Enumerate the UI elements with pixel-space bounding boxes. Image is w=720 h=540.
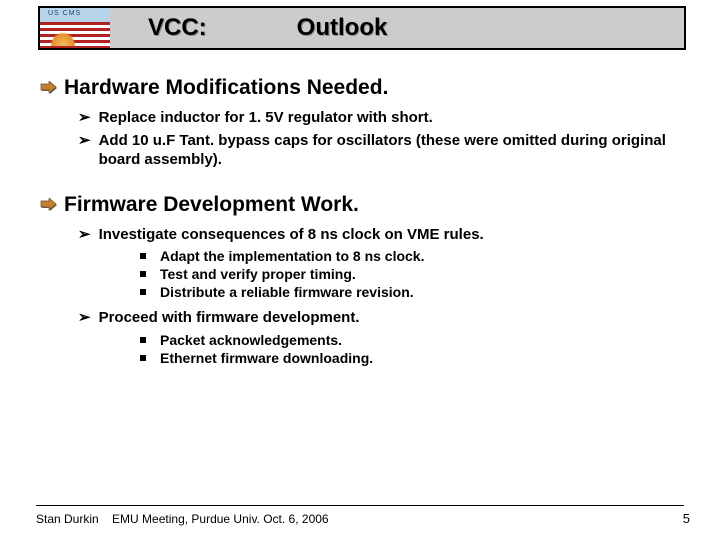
bullet-text: Replace inductor for 1. 5V regulator wit…: [99, 108, 433, 128]
page-number: 5: [683, 511, 690, 526]
sub-bullet-list: Packet acknowledgements. Ethernet firmwa…: [140, 332, 690, 366]
sub-bullet-item: Test and verify proper timing.: [140, 266, 690, 282]
bullet-item: ➢ Proceed with firmware development.: [78, 308, 690, 328]
bullet-text: Add 10 u.F Tant. bypass caps for oscilla…: [99, 131, 690, 170]
sub-bullet-list: Adapt the implementation to 8 ns clock. …: [140, 248, 690, 300]
arrow-bullet-icon: [40, 81, 58, 95]
chevron-icon: ➢: [78, 225, 91, 245]
sub-bullet-text: Test and verify proper timing.: [160, 266, 356, 282]
square-icon: [140, 271, 146, 277]
title-bar: VCC: Outlook: [38, 6, 686, 50]
bullet-item: ➢ Replace inductor for 1. 5V regulator w…: [78, 108, 690, 128]
sub-bullet-item: Ethernet firmware downloading.: [140, 350, 690, 366]
title-left: VCC:: [148, 14, 207, 42]
footer-meeting: EMU Meeting, Purdue Univ. Oct. 6, 2006: [112, 512, 329, 526]
bullet-item: ➢ Investigate consequences of 8 ns clock…: [78, 225, 690, 245]
slide-content: Hardware Modifications Needed. ➢ Replace…: [40, 70, 690, 374]
section-heading: Firmware Development Work.: [40, 193, 690, 217]
footer-divider: [36, 505, 684, 506]
square-icon: [140, 337, 146, 343]
title-right: Outlook: [297, 14, 388, 42]
sub-bullet-text: Ethernet firmware downloading.: [160, 350, 373, 366]
sub-bullet-item: Adapt the implementation to 8 ns clock.: [140, 248, 690, 264]
footer-text: Stan Durkin EMU Meeting, Purdue Univ. Oc…: [36, 512, 329, 526]
bullet-list: ➢ Investigate consequences of 8 ns clock…: [78, 225, 690, 366]
bullet-text: Investigate consequences of 8 ns clock o…: [99, 225, 484, 245]
sub-bullet-text: Packet acknowledgements.: [160, 332, 342, 348]
square-icon: [140, 289, 146, 295]
chevron-icon: ➢: [78, 308, 91, 328]
sub-bullet-item: Distribute a reliable firmware revision.: [140, 284, 690, 300]
sub-bullet-text: Adapt the implementation to 8 ns clock.: [160, 248, 424, 264]
section-heading-text: Hardware Modifications Needed.: [64, 76, 388, 100]
uscms-logo: [40, 8, 110, 48]
chevron-icon: ➢: [78, 131, 91, 170]
section-heading: Hardware Modifications Needed.: [40, 76, 690, 100]
bullet-item: ➢ Add 10 u.F Tant. bypass caps for oscil…: [78, 131, 690, 170]
section-heading-text: Firmware Development Work.: [64, 193, 359, 217]
square-icon: [140, 355, 146, 361]
square-icon: [140, 253, 146, 259]
footer-author: Stan Durkin: [36, 512, 99, 526]
sub-bullet-item: Packet acknowledgements.: [140, 332, 690, 348]
bullet-list: ➢ Replace inductor for 1. 5V regulator w…: [78, 108, 690, 170]
bullet-text: Proceed with firmware development.: [99, 308, 360, 328]
arrow-bullet-icon: [40, 198, 58, 212]
chevron-icon: ➢: [78, 108, 91, 128]
sub-bullet-text: Distribute a reliable firmware revision.: [160, 284, 414, 300]
